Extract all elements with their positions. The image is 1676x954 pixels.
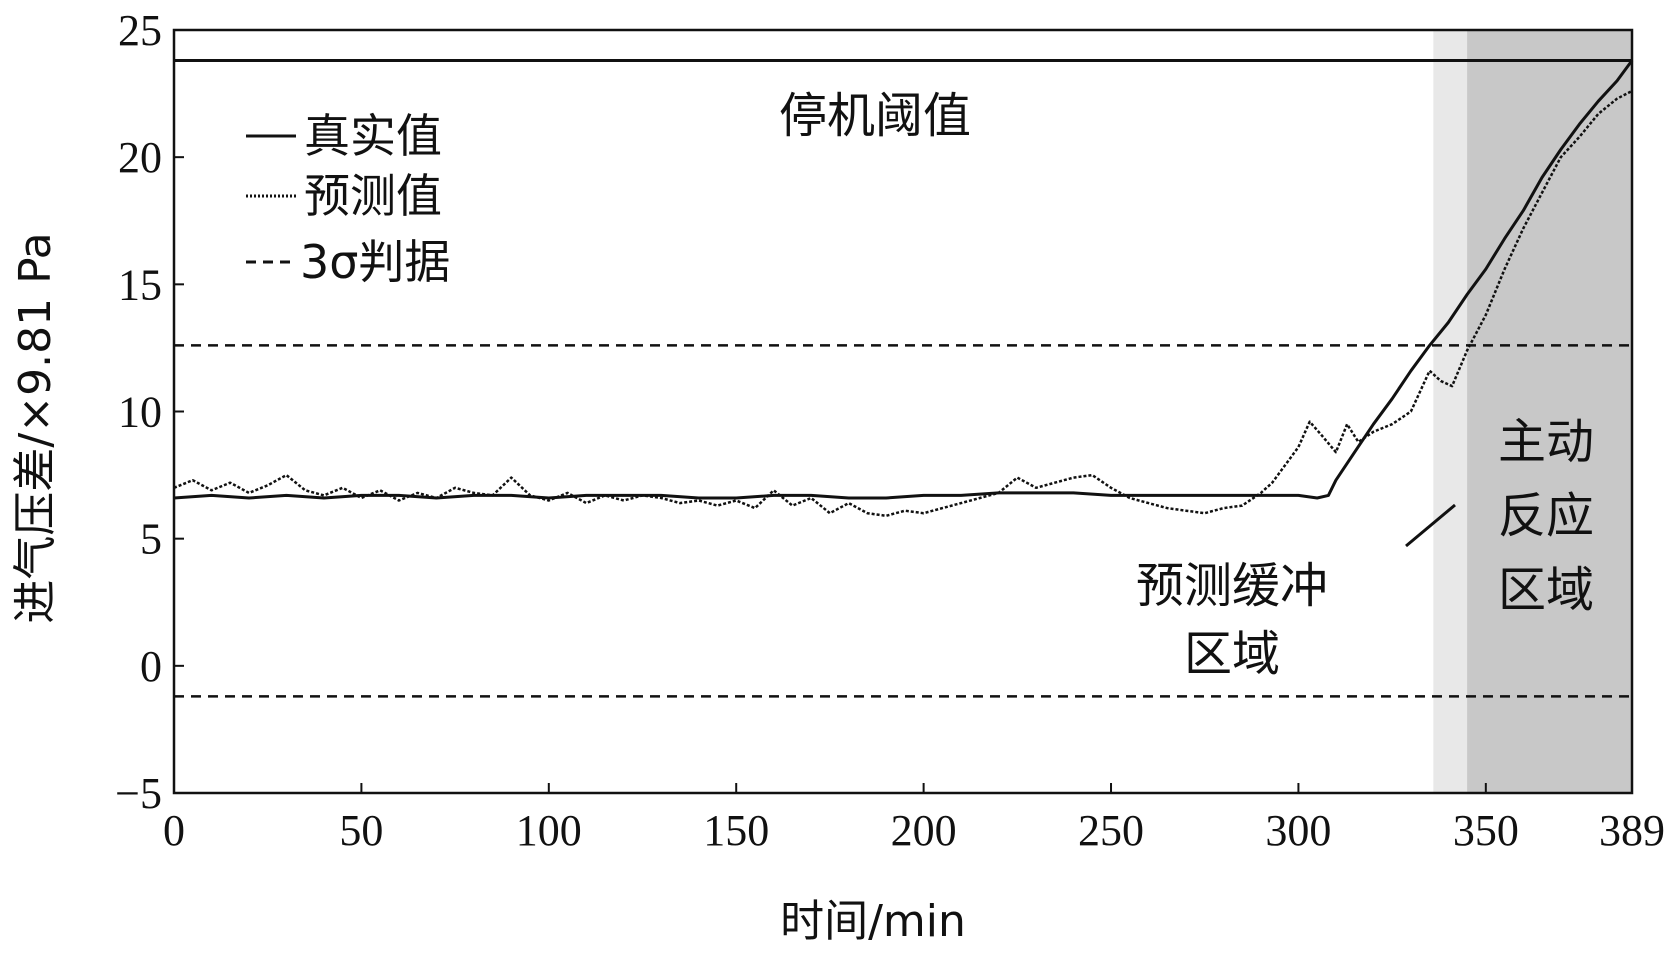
y-axis-title: 进气压差/×9.81 Pa	[10, 232, 61, 623]
buffer-region-label-line-2: 区域	[1184, 626, 1280, 682]
prediction-buffer-region	[1433, 30, 1468, 793]
x-tick-label: 389	[1599, 806, 1665, 855]
threshold-label: 停机阈值	[779, 88, 971, 144]
y-tick-label: 5	[140, 515, 162, 564]
x-tick-label: 0	[163, 806, 185, 855]
series-layer	[173, 59, 1634, 518]
x-tick-label: 300	[1265, 806, 1331, 855]
buffer-region-pointer	[1405, 503, 1456, 548]
y-tick-label: 0	[140, 642, 162, 691]
legend: 真实值 预测值 3σ判据	[246, 109, 450, 289]
series-line-predicted	[173, 89, 1633, 518]
x-tick-label: 350	[1453, 806, 1519, 855]
legend-label-3sigma: 3σ判据	[300, 235, 450, 289]
x-tick-label: 250	[1078, 806, 1144, 855]
y-tick-label: −5	[115, 769, 162, 818]
reference-lines-layer	[174, 59, 1632, 698]
active-region-label: 主动 反应 区域	[1498, 414, 1594, 618]
y-tick-label: 25	[118, 6, 162, 55]
active-region-label-line-3: 区域	[1498, 562, 1594, 618]
active-region-label-line-1: 主动	[1498, 414, 1594, 470]
x-tick-label: 150	[703, 806, 769, 855]
x-axis-title: 时间/min	[780, 896, 966, 947]
buffer-region-label-line-1: 预测缓冲	[1136, 558, 1328, 614]
legend-label-actual: 真实值	[304, 109, 442, 163]
buffer-region-label: 预测缓冲 区域	[1136, 503, 1456, 682]
series-line-actual	[173, 59, 1634, 500]
y-tick-label: 10	[118, 388, 162, 437]
x-tick-label: 200	[891, 806, 957, 855]
x-tick-label: 100	[516, 806, 582, 855]
y-tick-label: 15	[118, 260, 162, 309]
y-tick-label: 20	[118, 133, 162, 182]
active-region-label-line-2: 反应	[1498, 488, 1594, 544]
regions-layer	[1433, 30, 1632, 793]
active-response-region	[1467, 30, 1632, 793]
legend-label-predicted: 预测值	[304, 169, 442, 223]
x-tick-label: 50	[339, 806, 383, 855]
